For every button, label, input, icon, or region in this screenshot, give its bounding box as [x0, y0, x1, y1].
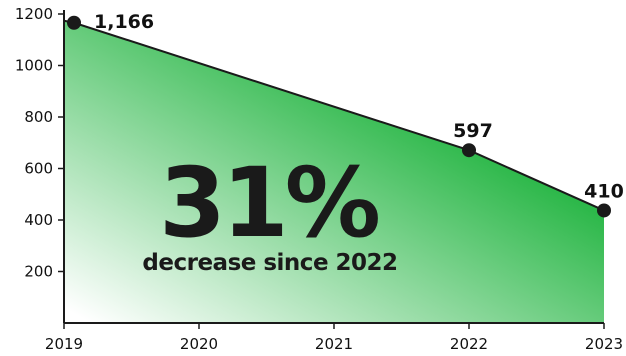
- area-fill: [64, 20, 604, 323]
- y-tick-label: 200: [24, 263, 53, 281]
- x-tick-label: 2019: [45, 335, 83, 353]
- data-label: 597: [453, 120, 493, 142]
- data-point: [597, 203, 611, 218]
- x-tick-label: 2022: [450, 335, 488, 353]
- y-tick-label: 1000: [15, 57, 53, 75]
- headline-caption: decrease since 2022: [142, 250, 397, 276]
- x-tick-label: 2021: [315, 335, 353, 353]
- y-tick-label: 400: [24, 211, 53, 229]
- axis-layer: 1200 1000 800 600 400 200 2019 2020 2021 2022 2023: [15, 5, 623, 353]
- area-layer: [64, 20, 604, 323]
- data-point: [67, 15, 81, 30]
- y-tick-label: 600: [24, 160, 53, 178]
- y-tick-label: 800: [24, 108, 53, 126]
- headline-percentage: 31%: [159, 147, 379, 259]
- data-point: [462, 143, 476, 158]
- data-label: 410: [584, 180, 624, 202]
- mark-layer: 1,166 597 410: [63, 11, 624, 218]
- x-tick-label: 2020: [180, 335, 218, 353]
- x-tick-label: 2023: [585, 335, 623, 353]
- y-tick-label: 1200: [15, 5, 53, 23]
- data-label: 1,166: [94, 11, 154, 33]
